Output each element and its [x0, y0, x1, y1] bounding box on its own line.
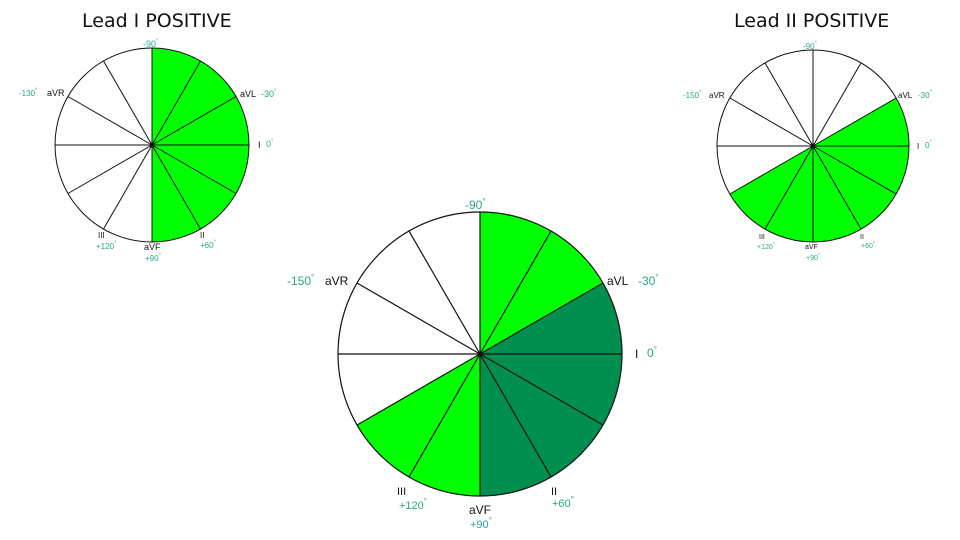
- center-lead-avr: aVR: [325, 274, 349, 288]
- wheel-spoke: [812, 145, 862, 230]
- center-angle-iii: +120°: [399, 497, 427, 512]
- wheel-spoke: [151, 60, 201, 146]
- wheel-spoke: [356, 353, 481, 426]
- center-angle-ii: +60°: [552, 495, 574, 510]
- left-angle-top: -90°: [143, 39, 159, 49]
- left-angle-i: 0°: [266, 139, 274, 149]
- wheel-spoke: [479, 282, 604, 355]
- positive-sector: [729, 98, 909, 243]
- wheel-outline: [337, 211, 623, 497]
- lead-ii-positive-title: Lead II POSITIVE: [734, 10, 890, 32]
- left-angle-ii: +60°: [200, 240, 217, 250]
- right-lead-avf: aVF: [805, 244, 818, 251]
- wheel-outline: [54, 47, 250, 243]
- lead-ii-wheel: [716, 49, 910, 243]
- center-angle-avr: -150°: [287, 273, 314, 288]
- left-lead-ii: II: [200, 231, 204, 240]
- center-lead-avf: aVF: [469, 503, 491, 517]
- wheel-center-dot: [810, 143, 816, 149]
- wheel-spoke: [812, 145, 897, 195]
- center-lead-i: I: [635, 347, 638, 361]
- wheel-outline: [716, 49, 910, 243]
- wheel-spoke: [151, 96, 237, 146]
- left-lead-avl: aVL: [240, 89, 256, 99]
- wheel-center-dot: [149, 142, 155, 148]
- left-lead-avr: aVR: [47, 88, 65, 98]
- right-lead-avr: aVR: [709, 91, 725, 100]
- center-angle-avf: +90°: [470, 516, 492, 531]
- right-lead-iii: III: [759, 234, 765, 241]
- left-lead-i: I: [258, 140, 261, 150]
- center-angle-avl: -30°: [638, 273, 659, 288]
- center-angle-i: 0°: [647, 345, 657, 360]
- wheel-spoke: [479, 353, 552, 478]
- right-angle-iii: +120°: [757, 242, 775, 251]
- combined-wheel-labels: -90° aVL -30° I 0° II +60° aVF +90° III …: [287, 197, 659, 531]
- lead-ii-only-sector: [357, 354, 480, 496]
- right-angle-avf: +90°: [806, 253, 820, 262]
- right-angle-ii: +60°: [861, 241, 875, 250]
- lead-i-only-sector: [480, 212, 603, 354]
- lead-i-wheel: [54, 47, 250, 243]
- overlap-sector: [480, 283, 622, 496]
- wheel-spoke: [67, 144, 153, 194]
- left-angle-avr: -130°: [19, 88, 38, 98]
- lead-ii-wheel-labels: -90° aVL -30° I 0° II +60° aVF +90° III …: [683, 41, 933, 262]
- left-angle-avf: +90°: [145, 253, 162, 263]
- wheel-spoke: [408, 353, 481, 478]
- wheel-spoke: [479, 353, 604, 426]
- right-lead-avl: aVL: [898, 91, 913, 100]
- right-angle-i: 0°: [925, 140, 932, 150]
- wheel-spoke: [729, 145, 814, 195]
- wheel-center-dot: [477, 351, 483, 357]
- right-lead-ii: II: [860, 234, 864, 241]
- wheel-spoke: [812, 97, 897, 147]
- right-angle-top: -90°: [803, 41, 818, 51]
- right-angle-avl: -30°: [918, 90, 933, 100]
- lead-i-wheel-labels: -90° aVL -30° I 0° II +60° aVF +90° III …: [19, 39, 277, 263]
- wheel-spoke: [103, 144, 153, 230]
- wheel-spoke: [67, 96, 153, 146]
- right-lead-i: I: [917, 142, 919, 151]
- wheel-spoke: [812, 62, 862, 147]
- center-lead-ii: II: [551, 486, 557, 498]
- wheel-spoke: [729, 97, 814, 147]
- center-angle-top: -90°: [465, 197, 486, 212]
- wheel-spoke: [479, 230, 552, 355]
- center-lead-iii: III: [397, 486, 406, 498]
- wheel-spoke: [151, 144, 237, 194]
- right-angle-avr: -150°: [683, 90, 702, 100]
- lead-i-positive-title: Lead I POSITIVE: [82, 10, 232, 32]
- wheel-spoke: [764, 145, 814, 230]
- left-angle-iii: +120°: [96, 241, 117, 251]
- wheel-spoke: [356, 282, 481, 355]
- center-lead-avl: aVL: [607, 274, 629, 288]
- left-lead-avf: aVF: [144, 242, 161, 252]
- wheel-spoke: [103, 60, 153, 146]
- wheel-spoke: [151, 144, 201, 230]
- left-angle-avl: -30°: [261, 89, 277, 99]
- left-lead-iii: III: [98, 231, 105, 240]
- wheel-spoke: [764, 62, 814, 147]
- wheel-spoke: [408, 230, 481, 355]
- combined-wheel: [337, 211, 623, 497]
